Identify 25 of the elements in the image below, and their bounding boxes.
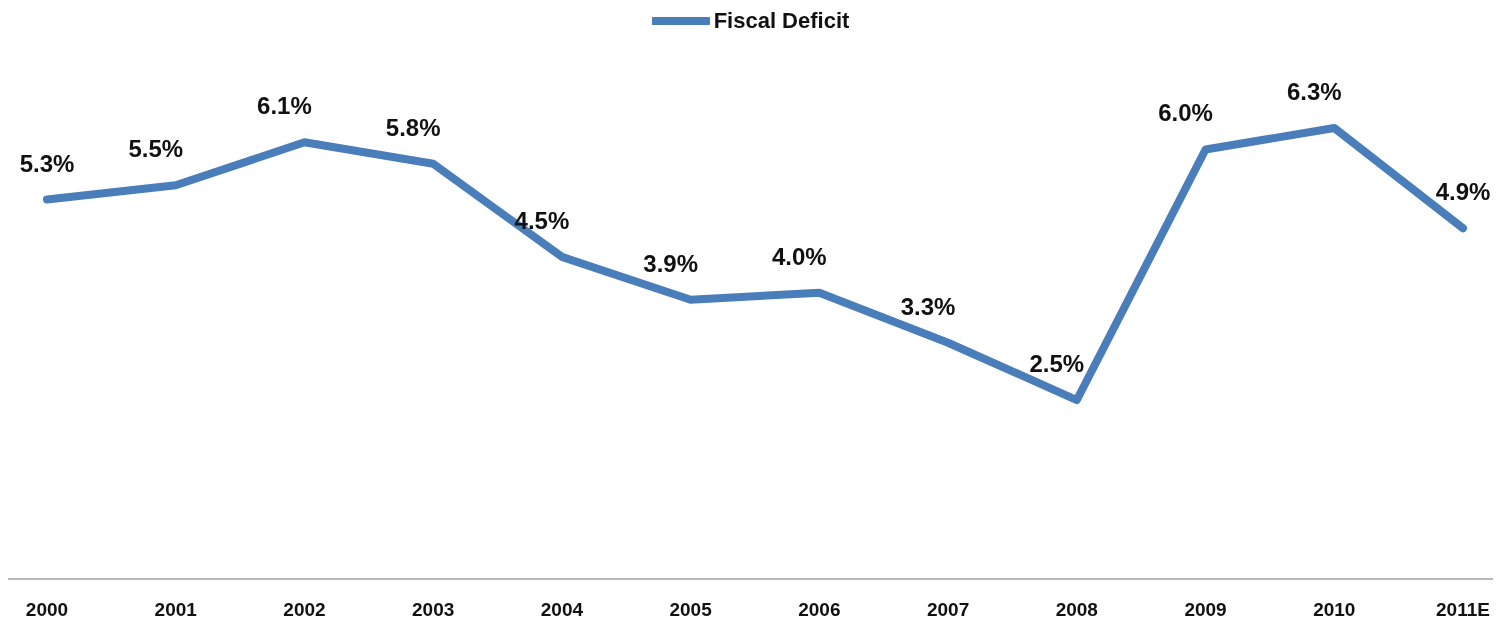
- data-label: 5.8%: [385, 113, 441, 141]
- data-label: 5.5%: [128, 135, 184, 163]
- data-label: 4.5%: [514, 206, 570, 234]
- x-tick-label: 2001: [154, 599, 198, 621]
- x-tick-label: 2011E: [1436, 599, 1490, 621]
- data-label: 4.0%: [772, 242, 827, 270]
- x-tick-label: 2000: [25, 599, 69, 621]
- x-tick-label: 2007: [926, 599, 970, 621]
- data-label: 6.1%: [257, 92, 312, 120]
- x-tick-label: 2004: [540, 599, 584, 621]
- x-tick-label: 2003: [412, 599, 455, 621]
- x-tick-label: 2002: [283, 599, 326, 621]
- x-tick-label: 2005: [669, 599, 713, 621]
- data-label: 4.9%: [1435, 178, 1491, 206]
- data-label: 3.9%: [643, 249, 698, 277]
- data-label: 3.3%: [900, 292, 956, 320]
- data-label: 6.3%: [1286, 78, 1342, 105]
- data-label: 5.3%: [19, 149, 75, 177]
- data-label: 2.5%: [1029, 350, 1085, 378]
- x-tick-label: 2006: [798, 599, 841, 621]
- data-label: 6.0%: [1158, 99, 1213, 127]
- x-tick-label: 2009: [1184, 599, 1227, 621]
- legend-label: Fiscal Deficit: [713, 8, 850, 34]
- x-tick-label: 2010: [1313, 599, 1356, 621]
- x-tick-label: 2008: [1055, 599, 1098, 621]
